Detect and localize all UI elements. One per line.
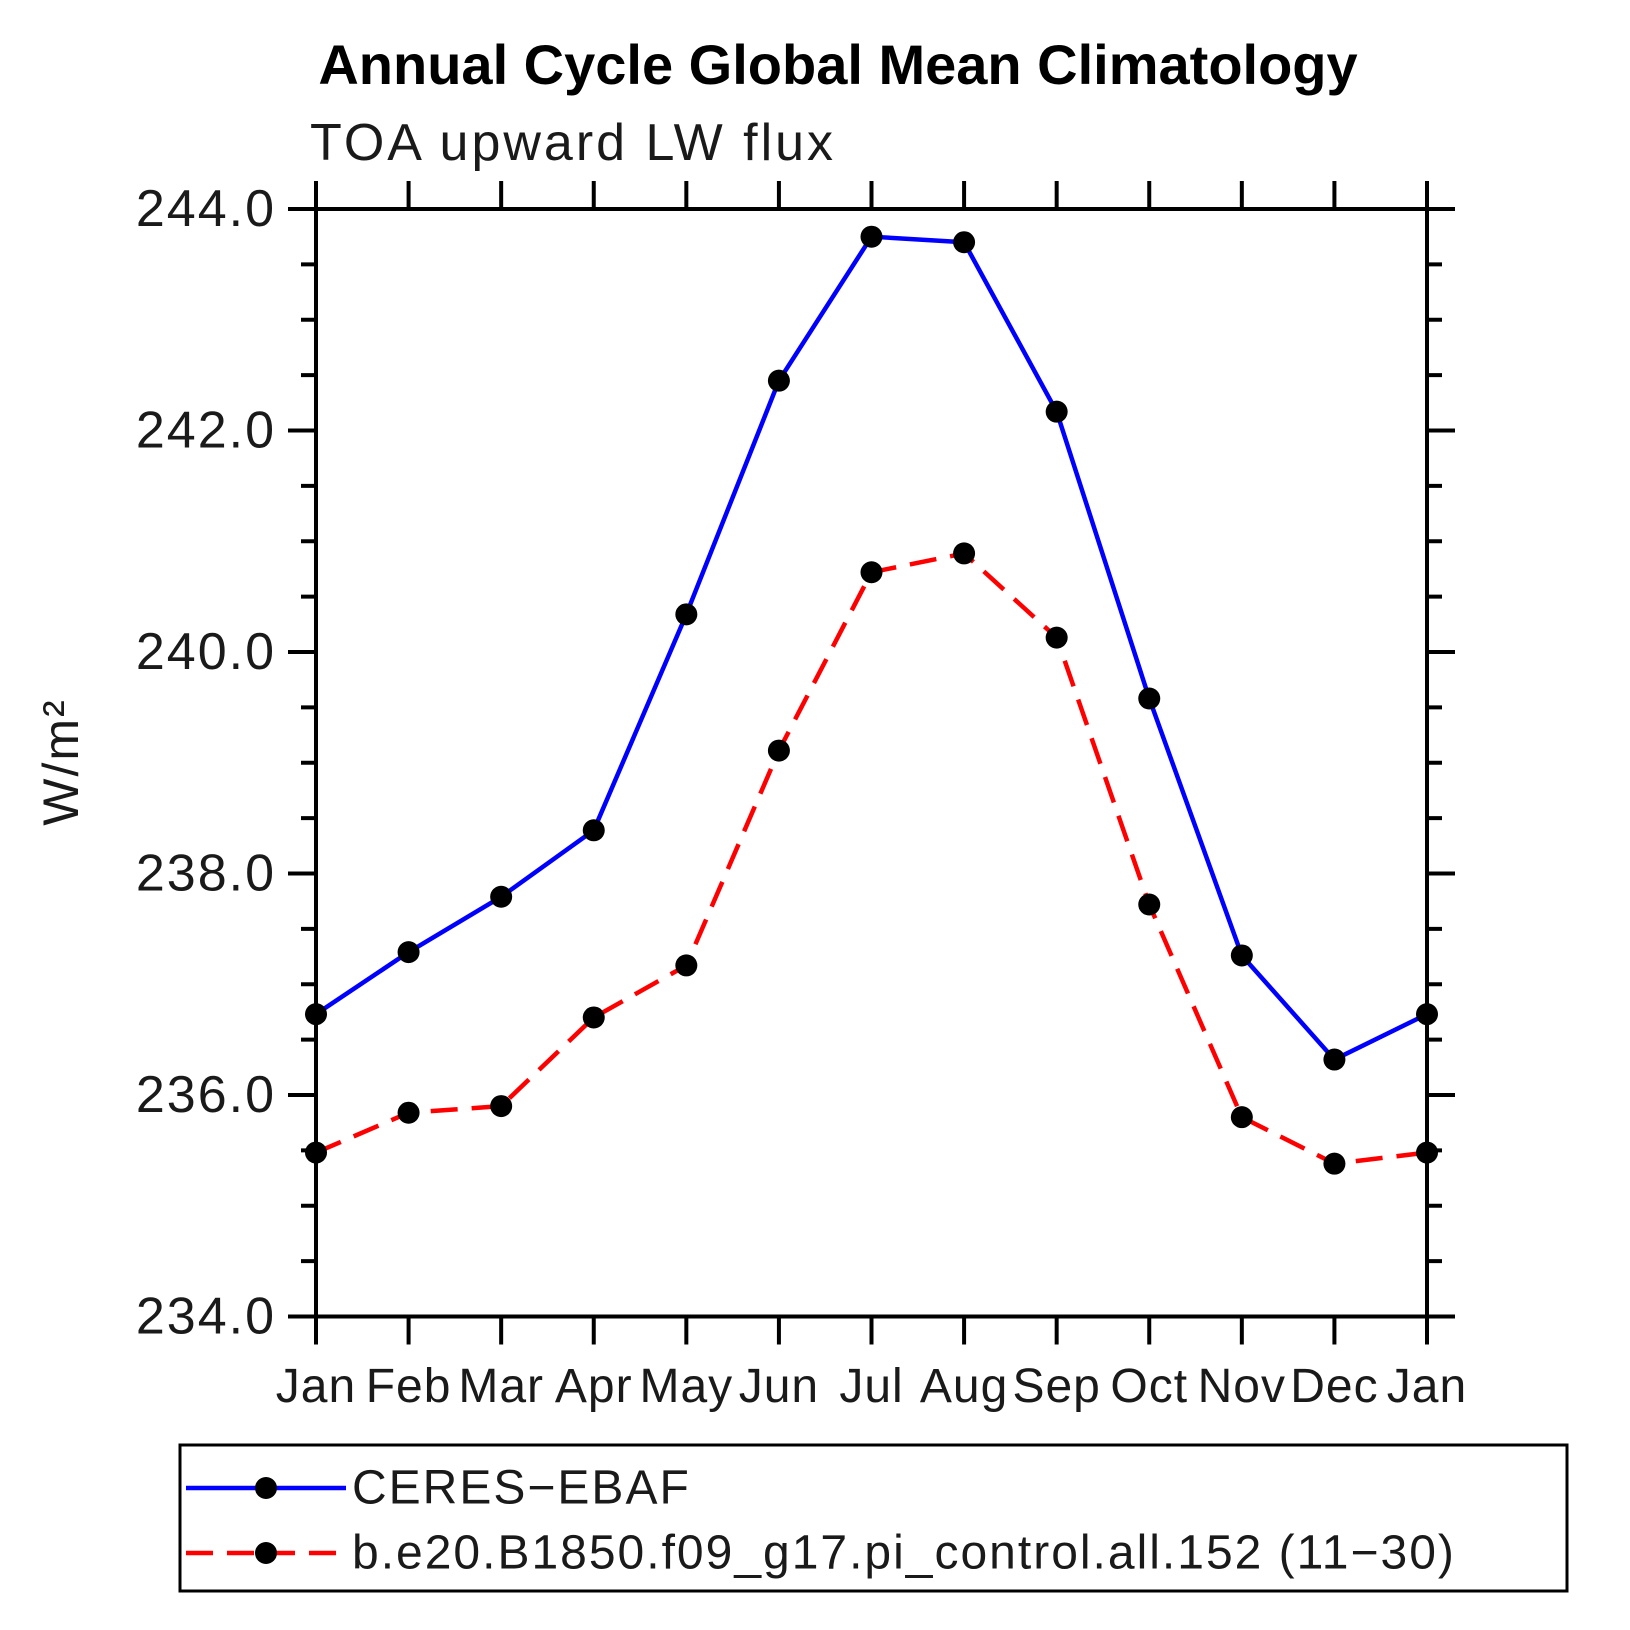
data-point (1045, 400, 1068, 423)
x-tick-label: Jan (1387, 1360, 1467, 1413)
data-point (490, 885, 513, 908)
data-series (305, 225, 1438, 1175)
chart-subtitle: TOA upward LW flux (310, 114, 836, 172)
data-point (1416, 1141, 1438, 1164)
data-point (675, 954, 698, 977)
data-point (953, 231, 976, 254)
data-point (1323, 1048, 1346, 1071)
legend-label-model: b.e20.B1850.f09_g17.pi_control.all.152 (… (352, 1527, 1456, 1580)
data-point (397, 941, 420, 964)
chart-title: Annual Cycle Global Mean Climatology (318, 33, 1357, 96)
series-line-ceres (314, 234, 1428, 1062)
x-tick-label: Apr (555, 1360, 633, 1413)
data-point (860, 225, 883, 248)
data-point (1138, 893, 1161, 916)
x-tick-label: Jul (839, 1360, 903, 1413)
y-axis-tick-labels: 234.0 236.0 238.0 240.0 242.0 244.0 (136, 180, 276, 1346)
x-tick-label: Oct (1110, 1360, 1188, 1413)
data-point (1230, 944, 1253, 967)
y-tick-label: 234.0 (136, 1288, 276, 1346)
plot-frame (314, 207, 1429, 1319)
data-point (675, 603, 698, 626)
x-tick-label: Sep (1012, 1360, 1100, 1413)
y-tick-label: 240.0 (136, 623, 276, 681)
axis-ticks (288, 181, 1455, 1345)
x-tick-label: Nov (1198, 1360, 1286, 1413)
data-point (582, 1006, 605, 1029)
x-tick-label: Aug (920, 1360, 1008, 1413)
data-point (953, 542, 976, 565)
legend-box (178, 1443, 1569, 1593)
x-tick-label: May (639, 1360, 733, 1413)
y-tick-label: 244.0 (136, 180, 276, 238)
legend: CERES−EBAF b.e20.B1850.f09_g17.pi_contro… (178, 1443, 1569, 1593)
x-tick-label: Mar (458, 1360, 544, 1413)
data-point (490, 1095, 513, 1118)
y-tick-label: 236.0 (136, 1066, 276, 1124)
legend-label-ceres: CERES−EBAF (352, 1462, 691, 1515)
y-tick-label: 242.0 (136, 402, 276, 460)
data-point (397, 1101, 420, 1124)
x-tick-label: Dec (1290, 1360, 1378, 1413)
x-tick-label: Feb (366, 1360, 452, 1413)
data-point (1138, 687, 1161, 710)
y-axis-title: W/m² (33, 698, 89, 825)
data-point (1323, 1152, 1346, 1175)
data-point (767, 739, 790, 762)
series-line-model (315, 551, 1428, 1166)
data-point (860, 561, 883, 584)
data-point (1230, 1106, 1253, 1129)
legend-marker-model (255, 1542, 277, 1564)
data-point (305, 1141, 327, 1164)
legend-marker-ceres (255, 1477, 277, 1499)
data-point (582, 819, 605, 842)
x-tick-label: Jan (276, 1360, 356, 1413)
y-tick-label: 238.0 (136, 845, 276, 903)
data-point (1045, 626, 1068, 649)
data-point (1416, 1003, 1438, 1026)
x-axis-month-labels: Jan Feb Mar Apr May Jun Jul Aug Sep Oct Nov Dec Jan (276, 1360, 1467, 1413)
x-tick-label: Jun (739, 1360, 819, 1413)
data-point (767, 369, 790, 392)
data-point (305, 1003, 327, 1026)
